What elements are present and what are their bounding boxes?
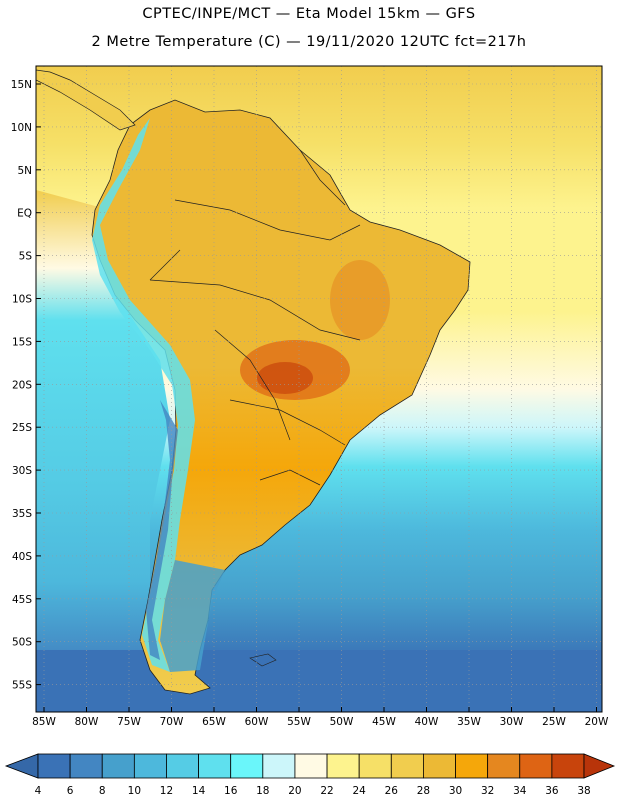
lat-label: 55S xyxy=(12,680,32,692)
colorbar-segment xyxy=(69,753,103,779)
lon-label: 65W xyxy=(202,716,226,728)
lon-label: 20W xyxy=(585,716,609,728)
lon-label: 45W xyxy=(372,716,396,728)
colorbar-segment xyxy=(166,753,199,779)
lon-label: 75W xyxy=(117,716,141,728)
longitude-axis: 85W 80W 75W 70W 65W 60W 55W 50W 45W 40W 35W 30W 25W 2… xyxy=(32,707,609,728)
country-borders xyxy=(149,149,361,486)
lon-label: 40W xyxy=(415,716,439,728)
colorbar-tick-label: 26 xyxy=(385,785,399,797)
lat-label: EQ xyxy=(17,208,32,220)
colorbar-tick-label: 4 xyxy=(35,785,42,797)
lon-label: 55W xyxy=(287,716,311,728)
lat-label: 25S xyxy=(12,422,32,434)
southern-andes-cold-zone xyxy=(146,400,178,660)
colorbar-segment xyxy=(37,753,71,779)
lat-label: 15S xyxy=(12,336,32,348)
colorbar-right-arrow xyxy=(583,753,616,779)
lat-label: 5S xyxy=(19,251,33,263)
colorbar-segment xyxy=(551,753,585,779)
colorbar-segment xyxy=(198,753,232,779)
colorbar-tick-label: 38 xyxy=(577,785,590,797)
colorbar-tick-label: 20 xyxy=(288,785,301,797)
map-area xyxy=(36,66,602,712)
lon-label: 60W xyxy=(245,716,269,728)
colorbar-tick-label: 14 xyxy=(192,785,206,797)
colorbar-segment xyxy=(519,753,553,779)
colorbar-tick-label: 18 xyxy=(256,785,269,797)
colorbar-segment xyxy=(358,753,392,779)
colorbar-segment xyxy=(294,753,328,779)
colorbar-segment xyxy=(326,753,360,779)
lat-label: 30S xyxy=(12,465,32,477)
lat-label: 15N xyxy=(11,79,32,91)
patagonia xyxy=(160,560,225,672)
colorbar-tick-label: 16 xyxy=(224,785,238,797)
lon-label: 80W xyxy=(75,716,99,728)
lon-label: 35W xyxy=(457,716,481,728)
colorbar-tick-label: 28 xyxy=(417,785,430,797)
lon-label: 25W xyxy=(542,716,566,728)
colorbar-tick-label: 30 xyxy=(449,785,462,797)
colorbar-segment xyxy=(455,753,489,779)
lat-label: 5N xyxy=(17,165,32,177)
colorbar-left-arrow xyxy=(4,753,39,779)
lat-label: 50S xyxy=(12,637,32,649)
colorbar-tick-label: 12 xyxy=(160,785,173,797)
lon-label: 30W xyxy=(500,716,524,728)
colorbar-tick-label: 24 xyxy=(352,785,366,797)
lat-label: 45S xyxy=(12,594,32,606)
colorbar-tick-label: 10 xyxy=(128,785,141,797)
colorbar-tick-label: 32 xyxy=(481,785,494,797)
colorbar-tick-label: 6 xyxy=(67,785,74,797)
colorbar-segment xyxy=(390,753,424,779)
central-america xyxy=(36,69,136,131)
temperature-colorbar: 4 6 8 10 12 14 16 18 20 22 24 26 28 30 32 34 36 38 xyxy=(4,753,616,797)
lon-label: 50W xyxy=(330,716,354,728)
lon-label: 70W xyxy=(160,716,184,728)
hottest-zone xyxy=(257,362,313,394)
northeast-warm-zone xyxy=(330,260,390,340)
colorbar-segment xyxy=(423,753,456,779)
colorbar-segment xyxy=(230,753,264,779)
falkland-islands xyxy=(249,653,277,667)
colorbar-segment xyxy=(262,753,296,779)
pacific-ocean xyxy=(36,190,170,712)
lat-label: 20S xyxy=(12,379,32,391)
colorbar-segment xyxy=(487,753,521,779)
colorbar-tick-label: 36 xyxy=(545,785,559,797)
colorbar-tick-label: 22 xyxy=(320,785,333,797)
map-title-line2: 2 Metre Temperature (C) — 19/11/2020 12U… xyxy=(91,34,527,50)
lat-label: 35S xyxy=(12,508,32,520)
colorbar-segment xyxy=(133,753,167,779)
lon-label: 85W xyxy=(32,716,56,728)
colorbar-tick-label: 8 xyxy=(99,785,106,797)
colorbar-segment xyxy=(101,753,135,779)
latitude-axis: 15N 10N 5N EQ 5S 10S 15S 20S 25S 30S 35S 40S 45S 50S 5… xyxy=(11,79,41,692)
lat-label: 10N xyxy=(11,122,32,134)
southern-ocean xyxy=(36,650,602,712)
map-title-line1: CPTEC/INPE/MCT — Eta Model 15km — GFS xyxy=(142,6,476,22)
lat-label: 40S xyxy=(12,551,32,563)
andes-cold-zone xyxy=(92,118,195,672)
lat-label: 10S xyxy=(12,294,32,306)
map-frame xyxy=(35,65,603,713)
colorbar-tick-label: 34 xyxy=(513,785,527,797)
